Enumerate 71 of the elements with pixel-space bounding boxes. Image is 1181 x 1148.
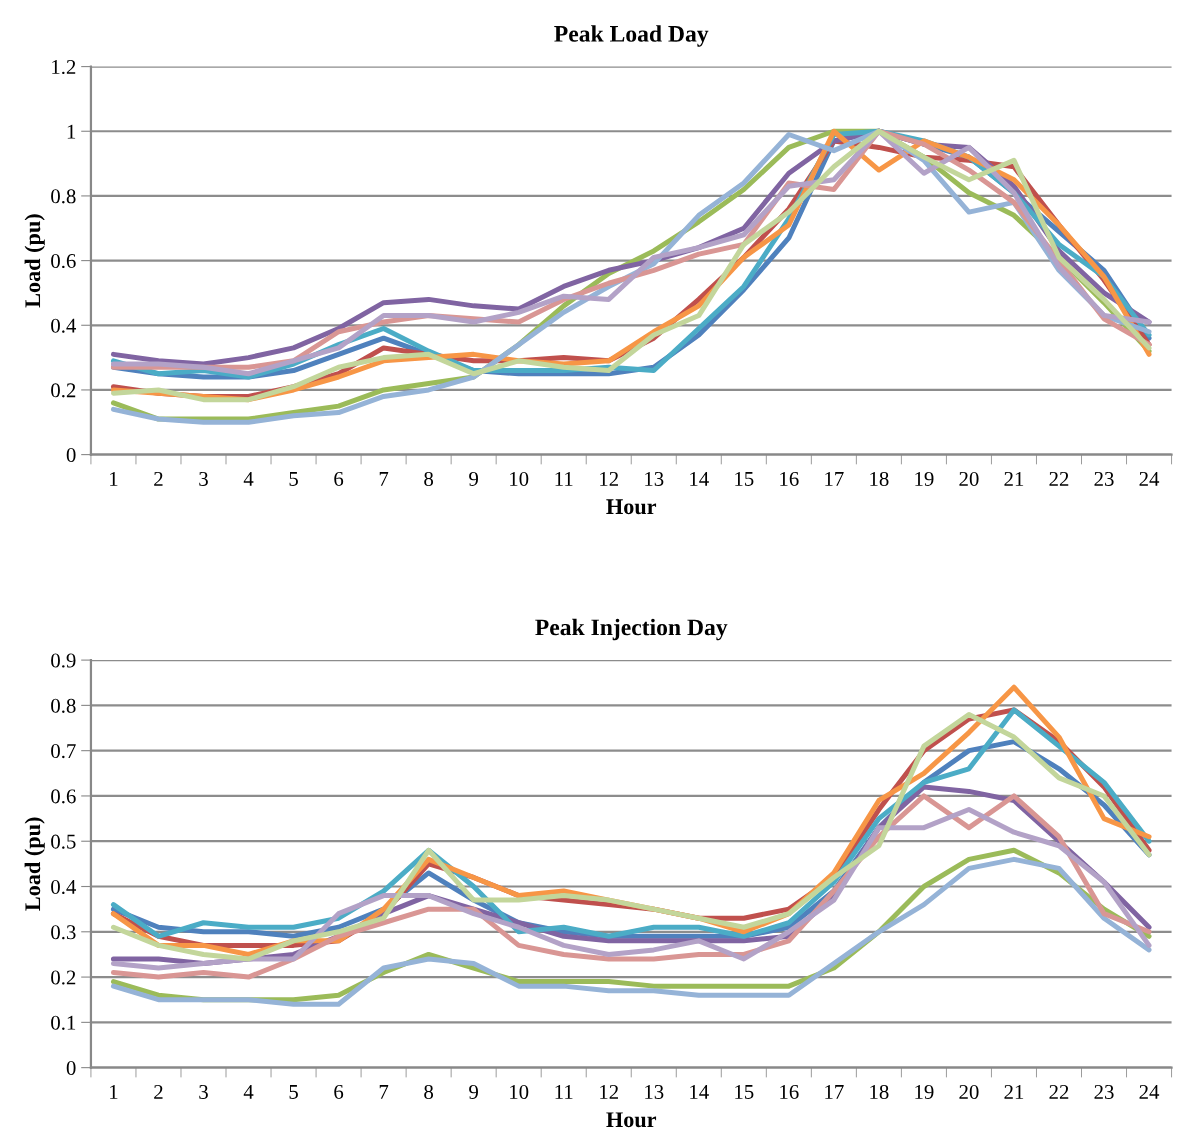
x-tick-label: 13 (645, 471, 664, 486)
x-tick-label: 24 (1139, 471, 1160, 486)
x-tick-label: 7 (379, 1085, 389, 1099)
y-axis-title: Load (pu) (24, 817, 45, 911)
x-tick-label: 8 (424, 471, 434, 486)
x-tick-label: 4 (243, 1085, 254, 1099)
y-tick-label: 0.2 (51, 970, 76, 985)
x-tick-label: 6 (334, 1084, 344, 1099)
y-tick-label: 0.1 (51, 1015, 76, 1030)
y-tick-label: 0 (66, 447, 76, 463)
x-tick-label: 22 (1049, 1084, 1069, 1099)
x-tick-label: 1 (110, 471, 118, 486)
y-tick-label: 0.4 (51, 318, 77, 333)
x-tick-label: 6 (334, 471, 344, 486)
x-tick-label: 20 (959, 471, 979, 486)
x-tick-label: 9 (469, 1084, 479, 1099)
x-tick-label: 11 (555, 471, 573, 486)
y-tick-label: 0.8 (51, 698, 76, 713)
chart-title: Peak Load Day (554, 25, 709, 47)
x-tick-label: 19 (915, 471, 934, 486)
x-tick-label: 2 (154, 1084, 163, 1099)
y-tick-label: 1 (67, 124, 76, 139)
x-tick-label: 23 (1094, 471, 1114, 486)
x-tick-label: 18 (870, 1084, 889, 1099)
x-tick-label: 5 (289, 472, 298, 486)
x-tick-label: 2 (154, 471, 163, 486)
x-tick-label: 21 (1004, 471, 1024, 486)
x-axis-title: Hour (606, 1112, 657, 1128)
x-tick-label: 12 (600, 1084, 618, 1099)
x-tick-label: 23 (1094, 1084, 1114, 1099)
x-tick-label: 8 (424, 1084, 434, 1099)
y-tick-label: 0.3 (51, 925, 76, 940)
y-tick-label: 0.9 (51, 653, 76, 668)
y-tick-label: 0.6 (51, 253, 76, 269)
x-tick-label: 15 (735, 471, 754, 486)
x-tick-label: 12 (600, 471, 618, 486)
x-tick-label: 1 (110, 1085, 118, 1099)
x-tick-label: 14 (690, 471, 709, 486)
x-tick-label: 14 (690, 1085, 709, 1099)
chart-title: Peak Injection Day (535, 618, 728, 641)
y-tick-label: 0.8 (51, 189, 76, 204)
x-tick-label: 22 (1049, 471, 1069, 486)
x-tick-label: 7 (379, 472, 389, 486)
x-tick-label: 13 (645, 1084, 664, 1099)
x-tick-label: 21 (1004, 1084, 1024, 1099)
y-axis-title: Load (pu) (24, 214, 45, 308)
x-tick-label: 10 (510, 471, 529, 486)
y-tick-label: 0 (66, 1061, 76, 1076)
x-tick-label: 19 (915, 1084, 934, 1099)
x-tick-label: 10 (510, 1084, 529, 1099)
x-tick-label: 16 (780, 1084, 799, 1099)
x-tick-label: 17 (825, 471, 844, 486)
y-tick-label: 0.6 (51, 789, 76, 804)
x-tick-label: 3 (199, 471, 208, 486)
x-tick-label: 5 (289, 1085, 298, 1099)
y-tick-label: 0.2 (51, 383, 76, 398)
y-tick-label: 0.5 (51, 834, 76, 849)
y-tick-label: 1.2 (52, 60, 76, 75)
y-tick-label: 0.7 (51, 744, 76, 759)
x-tick-label: 11 (555, 1085, 573, 1099)
y-tick-label: 0.4 (51, 879, 77, 895)
x-tick-label: 4 (243, 472, 254, 486)
x-tick-label: 3 (199, 1084, 208, 1099)
x-tick-label: 9 (469, 471, 479, 486)
x-tick-label: 16 (780, 471, 799, 486)
x-axis-title: Hour (606, 499, 657, 515)
x-tick-label: 18 (870, 471, 889, 486)
x-tick-label: 17 (825, 1085, 844, 1099)
x-tick-label: 24 (1139, 1084, 1160, 1099)
x-tick-label: 15 (735, 1085, 754, 1099)
x-tick-label: 20 (959, 1084, 979, 1099)
